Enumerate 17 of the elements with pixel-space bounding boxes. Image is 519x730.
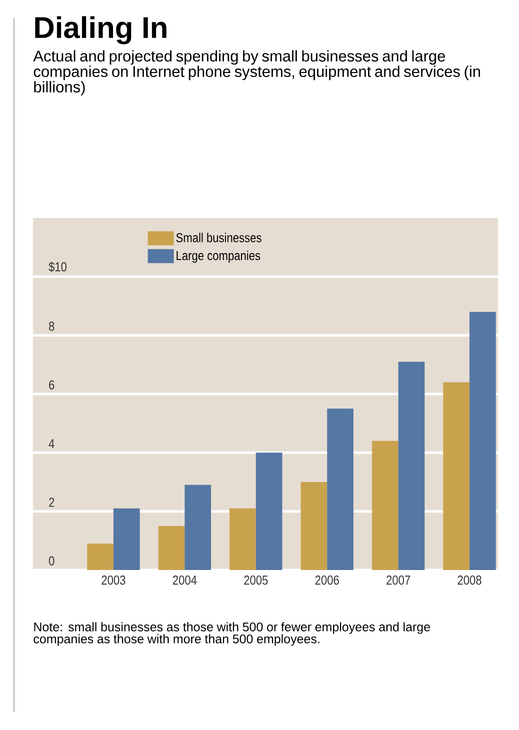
y-tick-label: 0 <box>48 556 54 566</box>
chart-subtitle: Actual and projected spending by small businesses and large companies on Internet phone systems, equipment and services (in billions) <box>33 50 480 96</box>
y-tick-label: $10 <box>48 262 67 272</box>
legend-label: Large companies <box>176 250 260 263</box>
x-tick-label: 2004 <box>172 576 197 585</box>
text: Note: small businesses as those with 500 or fewer employees and large companies as those with more than 500 employees. <box>34 622 430 646</box>
y-tick-label: 8 <box>49 322 54 331</box>
x-tick-label: 2007 <box>386 576 410 585</box>
y-tick-label: 4 <box>48 439 54 448</box>
y-tick-label: 2 <box>49 498 54 507</box>
x-tick-label: 2006 <box>315 576 339 585</box>
x-tick-label: 2005 <box>244 576 268 585</box>
legend-label: Small businesses <box>176 232 262 242</box>
chart-title: Dialing In <box>35 16 166 44</box>
x-tick-label: 2003 <box>102 576 126 585</box>
x-tick-label: 2008 <box>458 576 482 585</box>
y-tick-label: 6 <box>49 380 54 390</box>
